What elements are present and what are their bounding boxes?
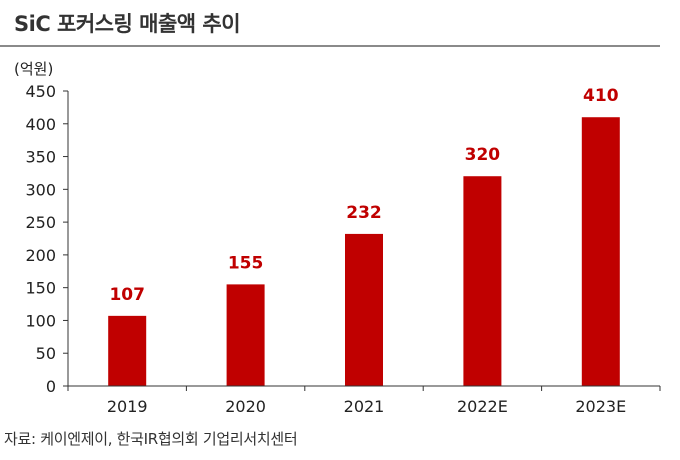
bar-2019: [108, 315, 147, 386]
x-tick-label: 2019: [107, 397, 148, 416]
data-label-2019: 107: [109, 285, 145, 305]
x-tick-label: 2020: [225, 397, 266, 416]
bar-2022E: [463, 176, 502, 386]
axes: [67, 91, 660, 387]
x-tick-label: 2021: [344, 397, 385, 416]
y-tick-label: 100: [25, 311, 56, 330]
y-axis-ticks: 0 50 100 150 200 250 300 350 400 450: [25, 82, 68, 396]
y-tick-label: 400: [25, 115, 56, 134]
y-tick-label: 50: [36, 344, 56, 363]
bars: [108, 117, 620, 386]
data-label-2020: 155: [228, 253, 264, 273]
chart-title: SiC 포커스링 매출액 추이: [14, 12, 241, 36]
y-tick-label: 250: [25, 213, 56, 232]
y-tick-label: 450: [25, 82, 56, 101]
source-note: 자료: 케이엔제이, 한국IR협의회 기업리서치센터: [4, 430, 298, 448]
y-tick-label: 350: [25, 148, 56, 167]
data-label-2021: 232: [346, 203, 382, 223]
x-tick-label: 2023E: [575, 397, 626, 416]
data-labels: 107 155 232 320 410: [109, 86, 618, 305]
title-divider: [0, 45, 660, 47]
bar-2020: [226, 284, 265, 386]
x-tick-label: 2022E: [457, 397, 508, 416]
bar-chart: (억원) 0 50 100 150 200 250 300 350 400 450 2019 202…: [14, 60, 661, 416]
data-label-2023E: 410: [583, 86, 619, 106]
bar-2021: [345, 233, 383, 386]
y-tick-label: 300: [25, 180, 56, 199]
data-label-2022E: 320: [465, 145, 501, 165]
y-tick-label: 0: [46, 377, 56, 396]
y-axis-unit-label: (억원): [14, 60, 53, 78]
bar-2023E: [581, 117, 620, 386]
y-tick-label: 150: [25, 279, 56, 298]
x-axis-ticks: 2019 2020 2021 2022E 2023E: [67, 386, 661, 416]
y-tick-label: 200: [25, 246, 56, 265]
